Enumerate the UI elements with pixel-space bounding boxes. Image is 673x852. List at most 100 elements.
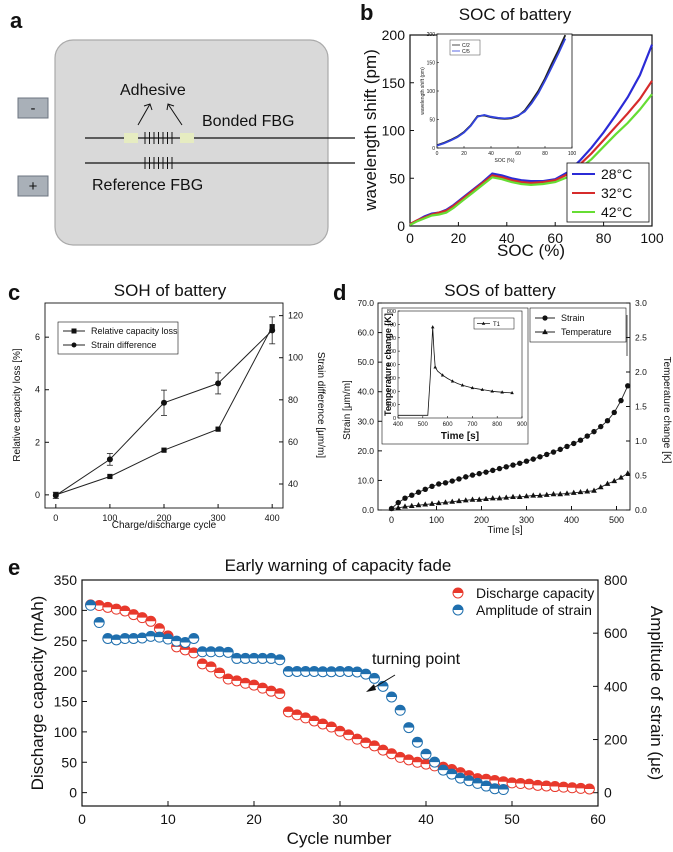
data-point-triangle	[557, 491, 564, 497]
x-tick-label: 80	[596, 230, 612, 246]
data-point-circle	[449, 478, 455, 484]
inset-x-tick-label: 40	[488, 151, 494, 157]
bonded-grating	[144, 132, 173, 144]
chart-title: SOH of battery	[114, 281, 227, 300]
x-axis-label: SOC (%)	[497, 241, 565, 260]
strain-point	[274, 654, 286, 666]
data-point-circle	[523, 458, 530, 464]
y2-tick-label: 1.5	[635, 402, 647, 412]
y-axis-label: wavelength shift (pm)	[361, 49, 380, 212]
data-point-circle	[571, 440, 577, 447]
marker-fill	[558, 782, 569, 788]
x-tick-label: 50	[504, 811, 520, 827]
y-tick-label: 350	[54, 572, 78, 588]
strain-point	[334, 665, 346, 677]
marker-fill	[197, 658, 208, 664]
inset-x-tick-label: 800	[492, 422, 503, 428]
strain-point	[472, 777, 484, 789]
discharge-point	[360, 737, 372, 749]
inset-data-point	[480, 387, 485, 391]
marker-fill	[343, 729, 354, 735]
data-point-circle	[269, 327, 276, 334]
data-point-triangle	[469, 496, 476, 502]
marker-fill	[292, 666, 302, 672]
strain-point	[265, 652, 277, 664]
discharge-point	[110, 603, 122, 615]
inset-x-tick-label: 60	[515, 151, 521, 157]
data-point-circle	[537, 454, 543, 460]
strain-point	[463, 775, 475, 787]
data-point-circle	[215, 380, 222, 387]
inset-legend-box	[473, 317, 515, 330]
inset-x-tick-label: 0	[436, 151, 439, 157]
marker-fill	[309, 666, 320, 672]
marker-fill	[154, 632, 165, 638]
data-point-circle	[591, 428, 597, 435]
data-point-triangle	[516, 493, 523, 499]
x-tick-label: 300	[519, 515, 534, 525]
marker-fill	[188, 647, 199, 653]
marker-fill	[541, 780, 552, 786]
data-point-triangle	[435, 499, 442, 506]
y-tick-label: 30.0	[357, 416, 374, 426]
marker-fill	[94, 617, 105, 623]
strain-point	[325, 666, 337, 678]
data-point-triangle	[415, 502, 422, 508]
data-point-circle	[395, 499, 401, 506]
strain-point	[386, 691, 398, 703]
marker-fill	[421, 759, 431, 765]
adhesive-arrow-left	[137, 103, 151, 126]
discharge-point	[411, 756, 423, 768]
data-point-square	[215, 426, 221, 432]
inset-x-tick-label: 80	[542, 151, 548, 157]
marker-fill	[335, 666, 345, 672]
strain-point	[377, 680, 389, 692]
inset-y-tick-label: 0	[393, 416, 396, 422]
x-axis-label: Cycle number	[287, 829, 392, 848]
turning-point-label: turning point	[372, 651, 461, 668]
data-point-triangle	[442, 499, 449, 505]
y-tick-label: 0.0	[362, 505, 374, 515]
marker-fill	[111, 604, 122, 610]
y2-tick-label: 1.0	[635, 436, 647, 446]
marker-fill	[94, 600, 105, 606]
inset-x-tick-label: 900	[517, 422, 528, 428]
data-point-circle	[436, 481, 442, 487]
marker-fill	[455, 767, 466, 773]
y2-axis-label: Amplitude of strain (με)	[647, 606, 666, 780]
inset-y-tick-label: 400	[387, 363, 396, 369]
strain-point	[93, 617, 105, 629]
chart-d: SOS of battery 0 100 200 300 400 500 0.0 10.0 20.…	[342, 281, 672, 536]
y2-tick-label: 0.0	[635, 505, 647, 515]
panel-e-letter: e	[8, 555, 20, 580]
data-point-triangle	[604, 480, 611, 486]
y2-axis-label: Temperature change [K]	[661, 357, 672, 464]
inset-data-point	[470, 385, 475, 390]
data-point-triangle	[388, 505, 395, 511]
discharge-point	[257, 682, 269, 694]
data-point-circle	[550, 449, 557, 455]
data-point-circle	[456, 476, 462, 482]
data-point-circle	[510, 462, 516, 468]
data-point-circle	[503, 464, 509, 470]
strain-point	[110, 634, 122, 646]
x-tick-label: 30	[332, 811, 348, 827]
discharge-point	[325, 721, 337, 733]
data-point-circle	[161, 399, 167, 406]
marker-fill	[378, 745, 388, 751]
marker-fill	[274, 688, 285, 694]
inset-data-point	[510, 390, 514, 395]
data-point-square	[161, 447, 167, 453]
marker-fill	[335, 726, 345, 732]
data-point-triangle	[570, 489, 577, 495]
marker-fill	[472, 778, 483, 784]
data-point-triangle	[449, 498, 456, 504]
marker-fill	[214, 646, 225, 652]
legend-label: 42°C	[601, 204, 632, 220]
marker-fill	[507, 777, 517, 783]
data-point-triangle	[530, 492, 537, 498]
discharge-point	[196, 658, 208, 670]
x-tick-label: 20	[451, 230, 467, 246]
discharge-point	[343, 729, 355, 741]
panel-c-letter: c	[8, 280, 20, 305]
